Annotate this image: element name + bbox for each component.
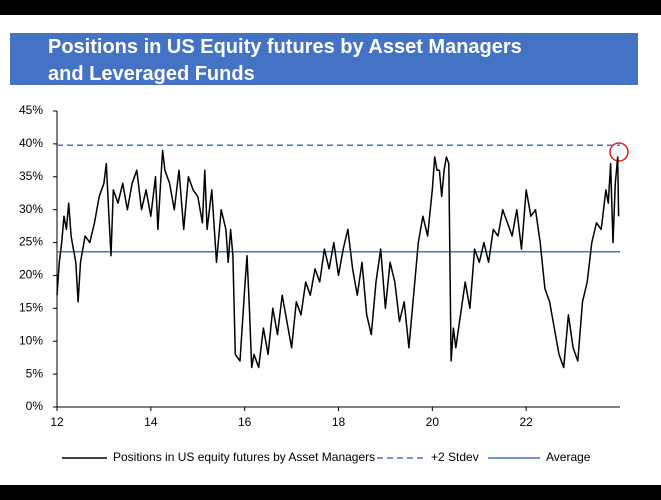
- x-tick-label: 22: [519, 415, 533, 429]
- chart-title: Positions in US Equity futures by Asset …: [48, 36, 522, 85]
- x-tick-label: 14: [144, 415, 158, 429]
- background: [0, 15, 661, 485]
- y-tick-label: 40%: [19, 136, 43, 150]
- legend-label: Positions in US equity futures by Asset …: [113, 450, 375, 464]
- title-box: [10, 33, 638, 85]
- y-tick-label: 45%: [19, 103, 43, 117]
- legend-label: +2 Stdev: [431, 450, 479, 464]
- x-tick-label: 16: [238, 415, 252, 429]
- y-tick-label: 15%: [19, 301, 43, 315]
- legend-label: Average: [546, 450, 591, 464]
- y-tick-label: 25%: [19, 235, 43, 249]
- y-tick-label: 0%: [26, 399, 44, 413]
- y-tick-label: 20%: [19, 268, 43, 282]
- x-tick-label: 18: [332, 415, 346, 429]
- y-tick-label: 5%: [26, 366, 44, 380]
- y-tick-label: 10%: [19, 333, 43, 347]
- x-tick-label: 20: [426, 415, 440, 429]
- y-tick-label: 30%: [19, 202, 43, 216]
- chart-title-text: Positions in US Equity futures by Asset …: [48, 36, 522, 85]
- data-line: [56, 149, 620, 369]
- x-tick-label: 12: [50, 415, 64, 429]
- y-tick-label: 35%: [19, 169, 43, 183]
- highlight-circle: [609, 142, 629, 162]
